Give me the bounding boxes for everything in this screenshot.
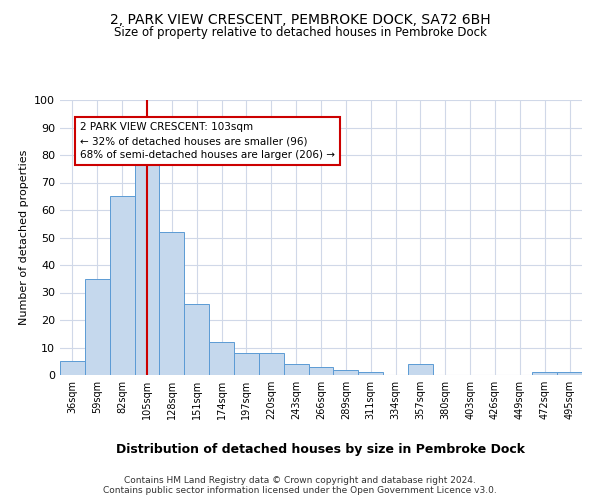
Bar (60, 361, 85, 375)
Text: Contains HM Land Registry data © Crown copyright and database right 2024.: Contains HM Land Registry data © Crown c… (124, 476, 476, 485)
Bar (284, 364, 308, 375)
Text: 2, PARK VIEW CRESCENT, PEMBROKE DOCK, SA72 6BH: 2, PARK VIEW CRESCENT, PEMBROKE DOCK, SA… (110, 12, 490, 26)
Bar (234, 353, 259, 375)
Text: Contains public sector information licensed under the Open Government Licence v3: Contains public sector information licen… (103, 486, 497, 495)
Text: Distribution of detached houses by size in Pembroke Dock: Distribution of detached houses by size … (116, 442, 526, 456)
Bar (209, 342, 234, 375)
Bar (532, 372, 557, 375)
Bar (184, 304, 209, 375)
Text: 2 PARK VIEW CRESCENT: 103sqm
← 32% of detached houses are smaller (96)
68% of se: 2 PARK VIEW CRESCENT: 103sqm ← 32% of de… (80, 122, 335, 160)
Bar (110, 196, 134, 375)
Bar (134, 163, 160, 375)
Bar (160, 232, 184, 375)
Bar (358, 372, 383, 375)
Y-axis label: Number of detached properties: Number of detached properties (19, 150, 29, 325)
Text: Size of property relative to detached houses in Pembroke Dock: Size of property relative to detached ho… (113, 26, 487, 39)
Bar (408, 364, 433, 375)
Bar (308, 367, 334, 375)
Bar (85, 279, 110, 375)
Bar (259, 353, 284, 375)
Bar (557, 372, 582, 375)
Bar (334, 370, 358, 375)
